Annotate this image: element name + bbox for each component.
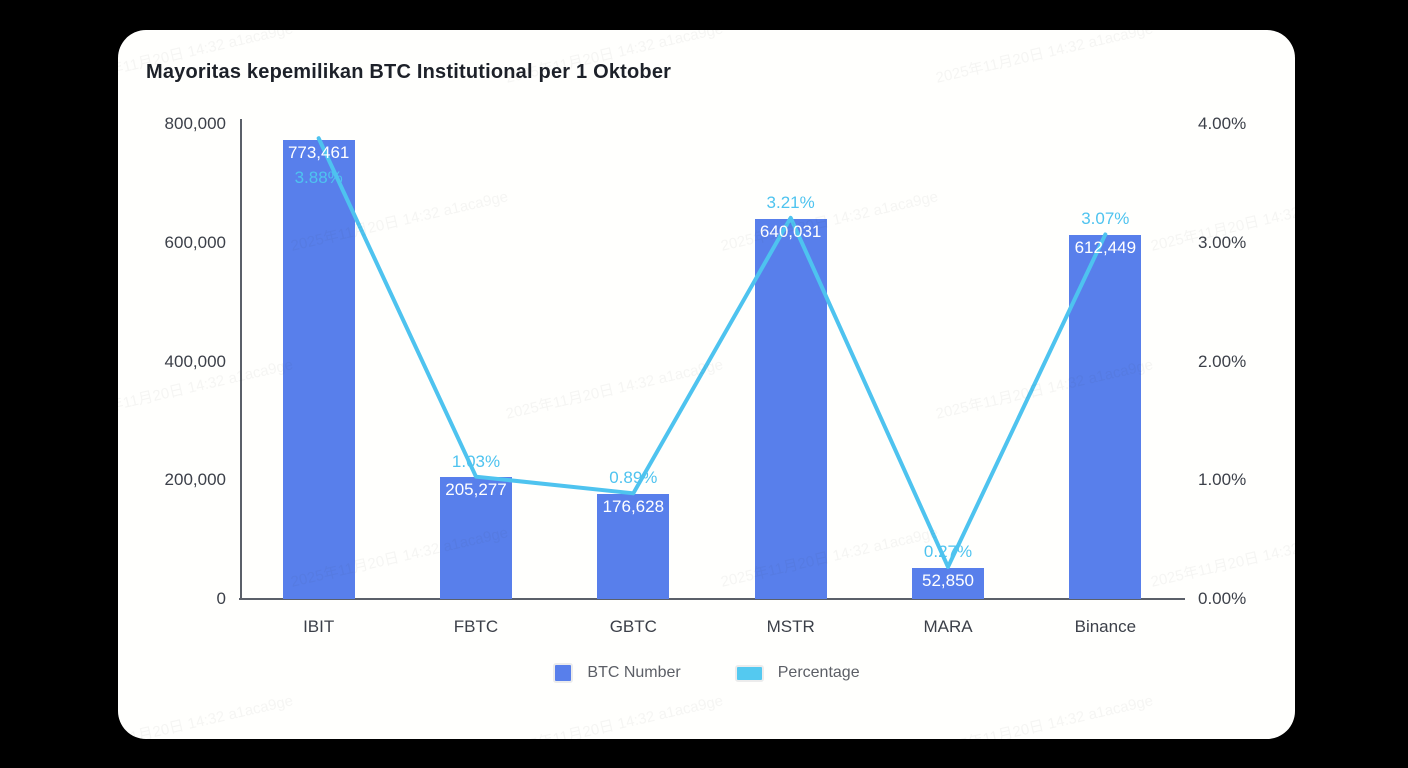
percentage-label: 0.89% <box>609 468 658 488</box>
left-axis-tick-label: 600,000 <box>164 232 226 252</box>
category-label-Binance: Binance <box>1074 617 1137 636</box>
legend-label-percentage: Percentage <box>777 664 860 681</box>
category-label-MSTR: MSTR <box>766 617 815 636</box>
bar-IBIT[interactable] <box>282 139 355 599</box>
percentage-line[interactable] <box>240 124 1184 599</box>
chart-title: Mayoritas kepemilikan BTC Institutional … <box>146 61 672 83</box>
bar-MSTR[interactable] <box>754 218 827 599</box>
watermark-text: 2025年11月20日 14:32 a1aca9ge <box>934 692 1155 739</box>
left-axis-tick-label: 200,000 <box>164 470 226 490</box>
bar-value-label: 640,031 <box>759 221 822 241</box>
legend-item-percentage[interactable]: Percentage <box>734 664 860 682</box>
category-label-GBTC: GBTC <box>609 617 657 636</box>
bar-Binance[interactable] <box>1069 235 1142 599</box>
watermark-text: 2025年11月20日 14:32 a1aca9ge <box>934 30 1155 87</box>
percentage-label: 3.88% <box>294 167 343 187</box>
category-label-MARA: MARA <box>923 617 973 636</box>
right-axis-tick-label: 4.00% <box>1198 114 1247 133</box>
percentage-label: 1.03% <box>451 451 501 471</box>
left-axis-tick-label: 0 <box>216 589 226 608</box>
legend-label-btc-number: BTC Number <box>587 664 681 681</box>
category-label-FBTC: FBTC <box>453 617 499 636</box>
right-axis-tick-label: 1.00% <box>1198 470 1247 490</box>
chart-plot-area: 800,000 600,000 400,000 200,000 0 4.00% 3.00% 2… <box>165 114 1247 636</box>
category-label-IBIT: IBIT <box>303 617 335 636</box>
percentage-swatch-icon <box>734 664 764 682</box>
chart-card: Mayoritas kepemilikan BTC Institutional … <box>118 30 1295 739</box>
chart-legend: BTC Number Percentage <box>118 663 1295 683</box>
percentage-label: 3.07% <box>1081 209 1130 229</box>
bar-GBTC[interactable] <box>597 494 670 599</box>
watermark-text: 2025年11月20日 14:32 a1aca9ge <box>504 692 725 739</box>
watermark-text: 2025年11月20日 14:32 a1aca9ge <box>118 692 295 739</box>
percentage-label: 0.27% <box>923 541 973 561</box>
percentage-label: 3.21% <box>766 192 815 212</box>
left-axis-tick-label: 400,000 <box>164 351 226 371</box>
right-axis-tick-label: 0.00% <box>1198 589 1247 608</box>
bar-MARA[interactable] <box>912 567 984 599</box>
left-axis-tick-label: 800,000 <box>164 114 226 133</box>
bar-FBTC[interactable] <box>440 477 512 599</box>
left-axis-line <box>240 119 242 599</box>
bar-value-label: 612,449 <box>1074 238 1137 258</box>
bar-value-label: 52,850 <box>922 570 974 590</box>
right-axis-tick-label: 3.00% <box>1198 232 1247 252</box>
bar-value-label: 205,277 <box>445 480 507 500</box>
x-axis-baseline <box>239 598 1185 600</box>
bar-value-label: 176,628 <box>602 497 665 517</box>
bar-value-label: 773,461 <box>287 142 350 162</box>
btc-number-swatch-icon <box>553 663 574 683</box>
legend-item-btc-number[interactable]: BTC Number <box>553 663 681 683</box>
right-axis-tick-label: 2.00% <box>1198 351 1247 371</box>
